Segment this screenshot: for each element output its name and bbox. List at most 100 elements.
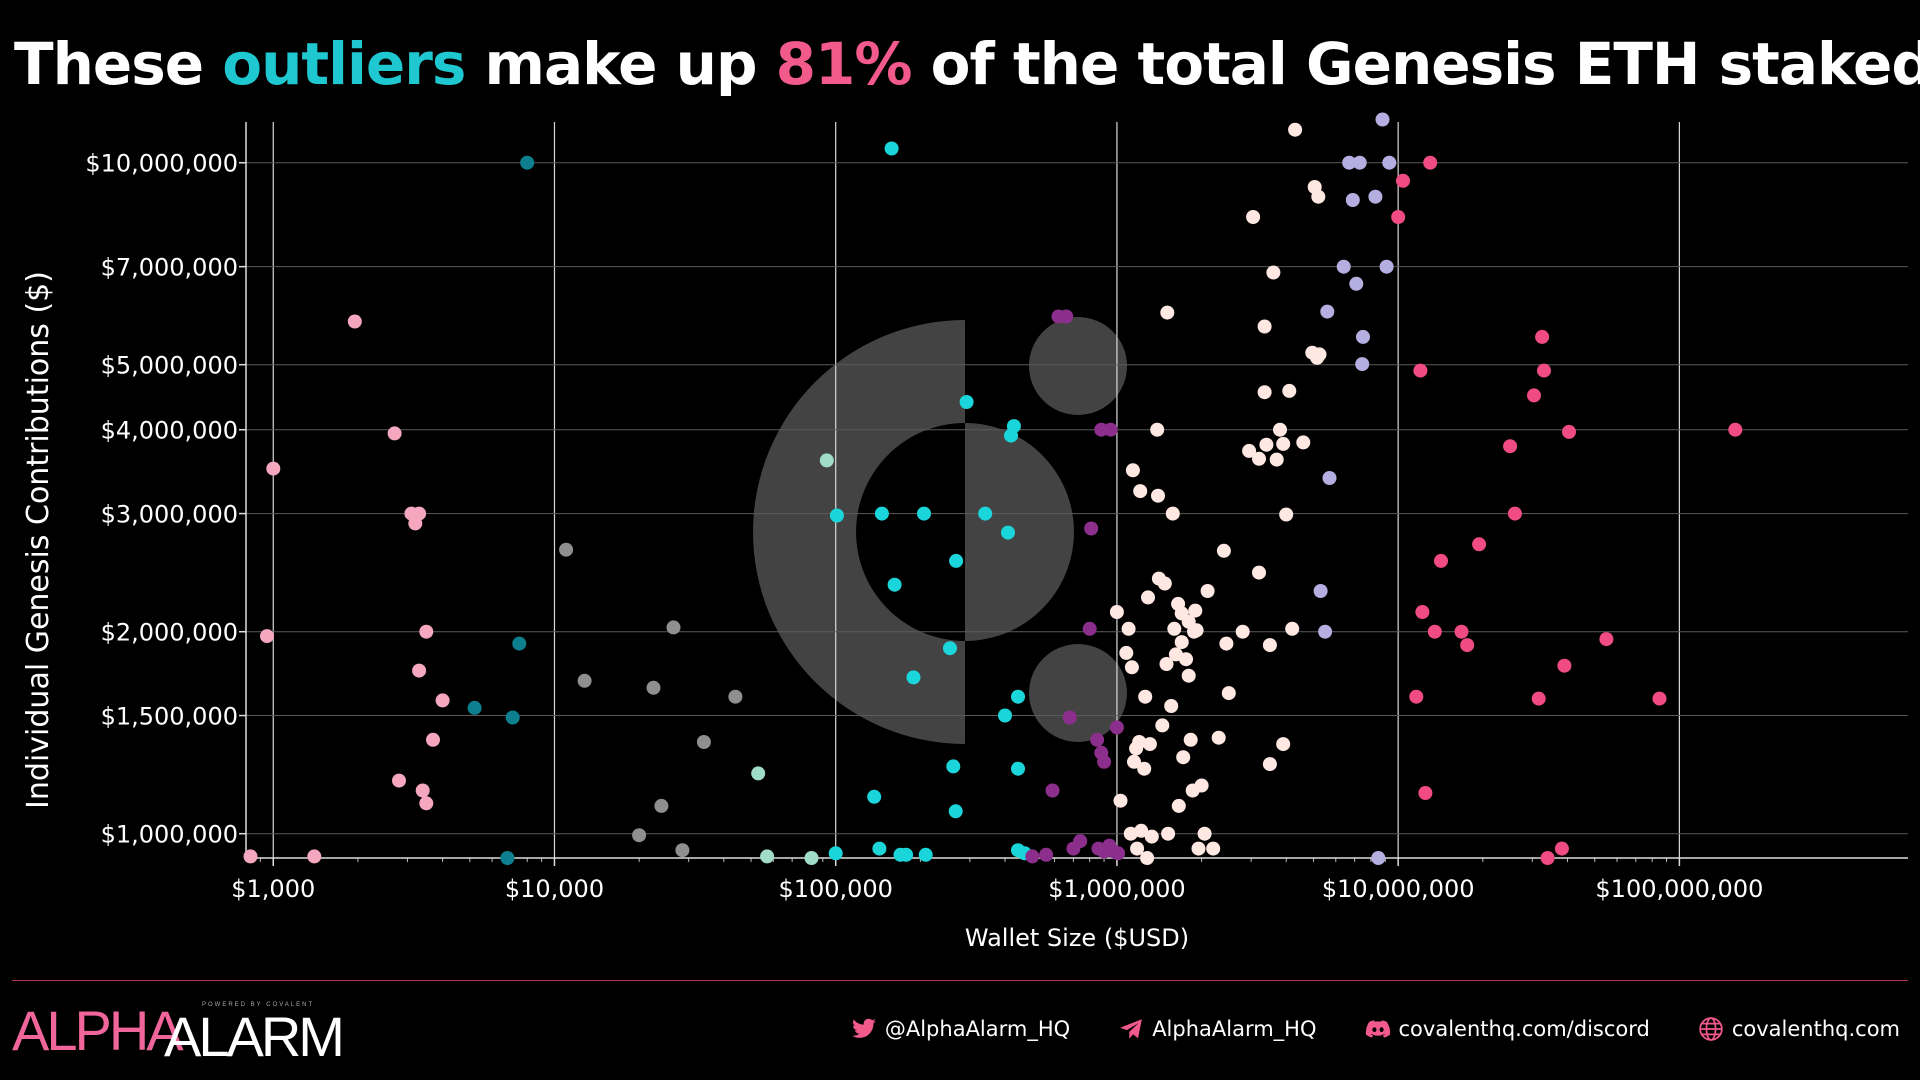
data-point [1200, 584, 1215, 598]
data-point [918, 847, 933, 862]
data-point [1121, 621, 1136, 636]
data-point [1132, 735, 1147, 749]
data-point [1113, 793, 1128, 808]
data-point [1352, 155, 1367, 170]
data-point [1318, 624, 1333, 639]
data-point [1273, 422, 1287, 437]
covalent-watermark-logo [753, 317, 1127, 744]
data-point [1418, 786, 1433, 800]
data-point [1144, 829, 1159, 844]
x-tick-label: $1,000,000 [1048, 875, 1185, 903]
data-point [751, 766, 766, 781]
data-point [1119, 645, 1134, 660]
data-point [1011, 689, 1025, 704]
data-point [1097, 754, 1112, 769]
data-point [1142, 737, 1157, 752]
data-point [1127, 754, 1141, 769]
data-point [1296, 435, 1311, 450]
data-point [1191, 841, 1206, 856]
data-point [1382, 155, 1397, 170]
data-point [1375, 112, 1390, 127]
x-tick-label: $10,000,000 [1322, 875, 1475, 903]
website-link[interactable]: covalenthq.com [1698, 1016, 1900, 1042]
telegram-link[interactable]: AlphaAlarm_HQ [1118, 1016, 1317, 1042]
axes [239, 122, 1908, 866]
data-points [243, 112, 1743, 865]
data-point [1159, 657, 1174, 671]
twitter-link[interactable]: @AlphaAlarm_HQ [851, 1016, 1070, 1042]
y-tick-label: $10,000,000 [85, 150, 238, 178]
data-point [1141, 590, 1155, 605]
social-links: @AlphaAlarm_HQ AlphaAlarm_HQ covalenthq.… [851, 1016, 1900, 1042]
data-point [1460, 638, 1475, 653]
data-point [1276, 737, 1291, 752]
data-point [1084, 521, 1099, 536]
data-point [949, 553, 964, 568]
data-point [978, 506, 993, 521]
data-point [998, 708, 1012, 723]
title-highlight-percent: 81% [775, 30, 913, 98]
data-point [887, 577, 902, 592]
data-point [419, 624, 434, 639]
y-tick-label: $5,000,000 [101, 352, 238, 380]
data-point [243, 849, 258, 864]
data-point [505, 710, 520, 725]
data-point [1345, 193, 1360, 207]
footer-divider [12, 980, 1908, 981]
data-point [1161, 826, 1176, 841]
data-point [1262, 638, 1277, 653]
title-highlight-outliers: outliers [222, 30, 466, 98]
data-point [1134, 823, 1149, 838]
data-point [959, 395, 974, 409]
data-point [266, 461, 281, 476]
website-url: covalenthq.com [1731, 1017, 1900, 1041]
data-point [1140, 851, 1155, 865]
data-point [1320, 304, 1335, 319]
x-axis-label: Wallet Size ($USD) [965, 924, 1189, 952]
data-point [1311, 189, 1326, 204]
data-point [1262, 757, 1277, 772]
data-point [1206, 841, 1221, 856]
data-point [654, 798, 669, 813]
data-point [1130, 841, 1145, 856]
data-point [1242, 443, 1257, 458]
data-point [728, 689, 743, 704]
data-point [467, 700, 482, 715]
data-point [1288, 122, 1303, 137]
data-point [1266, 265, 1281, 280]
data-point [1342, 155, 1357, 170]
data-point [1211, 730, 1226, 745]
discord-link[interactable]: covalenthq.com/discord [1365, 1016, 1650, 1042]
data-point [1313, 584, 1328, 598]
data-point [1082, 621, 1097, 636]
data-point [1409, 689, 1424, 704]
y-tick-label: $7,000,000 [101, 254, 238, 282]
data-point [1728, 422, 1743, 437]
data-point [1503, 439, 1518, 454]
data-point [632, 828, 647, 843]
data-point [1197, 826, 1212, 841]
data-point [577, 673, 592, 688]
data-point [872, 841, 887, 856]
twitter-icon [851, 1018, 876, 1038]
data-point [1599, 632, 1614, 647]
data-point [1537, 363, 1551, 378]
data-point [1356, 329, 1370, 344]
grid-lines [246, 122, 1908, 858]
data-point [1221, 686, 1236, 701]
telegram-handle: AlphaAlarm_HQ [1152, 1017, 1317, 1041]
data-point [1554, 841, 1569, 856]
data-point [804, 851, 819, 865]
data-point [1423, 155, 1438, 170]
data-point [1073, 834, 1088, 849]
data-point [1179, 652, 1193, 667]
data-point [1312, 347, 1327, 362]
data-point [1151, 488, 1165, 503]
data-point [1427, 624, 1442, 639]
data-point [1252, 451, 1266, 466]
x-tick-label: $100,000 [778, 875, 893, 903]
data-point [1109, 605, 1124, 619]
data-point [419, 796, 434, 811]
data-point [1282, 383, 1297, 398]
data-point [1527, 388, 1541, 403]
